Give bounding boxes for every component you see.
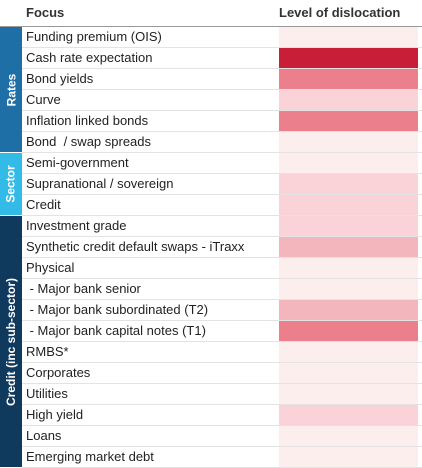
table-row: Loans	[22, 426, 422, 447]
table-row: Corporates	[22, 363, 422, 384]
group-label: Rates	[4, 73, 18, 106]
focus-label: Investment grade	[26, 218, 127, 233]
focus-label: Curve	[26, 92, 61, 107]
focus-label: - Major bank senior	[26, 281, 141, 296]
focus-label: Semi-government	[26, 155, 129, 170]
focus-label: Physical	[26, 260, 75, 275]
dislocation-cell	[279, 237, 418, 257]
focus-column-header: Focus	[26, 5, 65, 20]
dislocation-cell	[279, 174, 418, 194]
focus-label: Credit	[26, 197, 61, 212]
focus-label: - Major bank capital notes (T1)	[26, 323, 206, 338]
table-row: - Major bank senior	[22, 279, 422, 300]
focus-label: Supranational / sovereign	[26, 176, 174, 191]
table-row: Semi-government	[22, 153, 422, 174]
dislocation-cell	[279, 132, 418, 152]
dislocation-cell	[279, 111, 418, 131]
table-row: Physical	[22, 258, 422, 279]
level-column-header: Level of dislocation	[279, 5, 401, 20]
focus-label: Utilities	[26, 386, 68, 401]
group-label: Sector	[4, 165, 19, 203]
group-band: Rates	[0, 27, 22, 152]
dislocation-cell	[279, 279, 418, 299]
dislocation-cell	[279, 258, 418, 278]
header-divider	[0, 26, 422, 27]
dislocation-cell	[279, 447, 418, 467]
table-row: - Major bank capital notes (T1)	[22, 321, 422, 342]
dislocation-cell	[279, 363, 418, 383]
table-row: Curve	[22, 90, 422, 111]
focus-label: Cash rate expectation	[26, 50, 153, 65]
table-row: Cash rate expectation	[22, 48, 422, 69]
table-row: Credit	[22, 195, 422, 216]
table-row: Supranational / sovereign	[22, 174, 422, 195]
focus-label: Emerging market debt	[26, 449, 154, 464]
dislocation-cell	[279, 384, 418, 404]
table-row: Bond / swap spreads	[22, 132, 422, 153]
focus-label: RMBS*	[26, 344, 69, 359]
group-band: Sector	[0, 153, 22, 215]
dislocation-cell	[279, 195, 418, 215]
table-row: Funding premium (OIS)	[22, 27, 422, 48]
table-row: Emerging market debt	[22, 447, 422, 468]
group-band: Credit (inc sub-sector)	[0, 216, 22, 467]
table-row: Synthetic credit default swaps - iTraxx	[22, 237, 422, 258]
table-row: Investment grade	[22, 216, 422, 237]
group-sidebar: Rates Sector Credit (inc sub-sector)	[0, 27, 22, 467]
dislocation-cell	[279, 342, 418, 362]
focus-label: Inflation linked bonds	[26, 113, 149, 128]
table-row: Utilities	[22, 384, 422, 405]
dislocation-cell	[279, 27, 418, 47]
focus-label: Corporates	[26, 365, 91, 380]
group-label: Credit (inc sub-sector)	[4, 277, 19, 406]
focus-label: - Major bank subordinated (T2)	[26, 302, 209, 317]
focus-label: Loans	[26, 428, 62, 443]
table-row: High yield	[22, 405, 422, 426]
focus-label: High yield	[26, 407, 84, 422]
focus-label: Bond yields	[26, 71, 94, 86]
table-row: - Major bank subordinated (T2)	[22, 300, 422, 321]
focus-label: Synthetic credit default swaps - iTraxx	[26, 239, 245, 254]
dislocation-cell	[279, 426, 418, 446]
dislocation-cell	[279, 300, 418, 320]
table-row: Inflation linked bonds	[22, 111, 422, 132]
focus-label: Funding premium (OIS)	[26, 29, 162, 44]
dislocation-cell	[279, 69, 418, 89]
focus-label: Bond / swap spreads	[26, 134, 152, 149]
dislocation-cell	[279, 153, 418, 173]
dislocation-cell	[279, 90, 418, 110]
dislocation-cell	[279, 321, 418, 341]
table-row: RMBS*	[22, 342, 422, 363]
dislocation-cell	[279, 216, 418, 236]
dislocation-cell	[279, 48, 418, 68]
dislocation-cell	[279, 405, 418, 425]
table-row: Bond yields	[22, 69, 422, 90]
